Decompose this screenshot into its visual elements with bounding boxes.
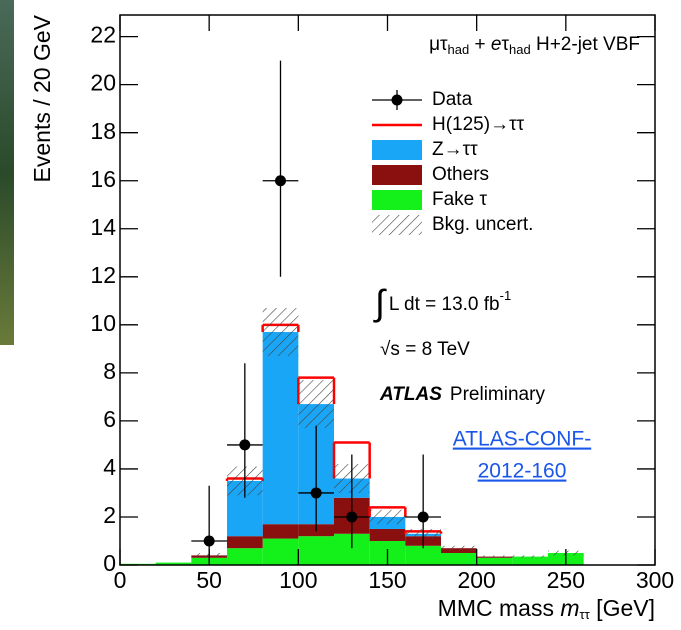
data-point [203, 535, 215, 547]
y-axis-label: Events / 20 GeV [29, 14, 55, 182]
histogram-bar [405, 545, 441, 565]
y-tick-label: 4 [103, 454, 116, 480]
data-point [417, 511, 429, 523]
luminosity: ∫ L dt = 13.0 fb-1 [373, 282, 511, 323]
legend-label: Others [432, 164, 489, 185]
data-point [275, 175, 286, 187]
histogram-bar [227, 536, 263, 549]
y-tick-label: 16 [90, 166, 116, 192]
x-tick-label: 200 [457, 567, 495, 593]
y-tick-label: 14 [90, 214, 116, 240]
x-tick-label: 250 [547, 567, 585, 593]
x-tick-label: 50 [196, 567, 222, 593]
data-point [346, 511, 358, 523]
legend-key [372, 140, 422, 160]
y-tick-label: 20 [90, 70, 116, 96]
x-axis-label: MMC mass mττ [GeV] [438, 595, 655, 622]
background-photo [0, 0, 14, 345]
x-tick-label: 300 [636, 567, 674, 593]
energy: √s = 8 TeV [380, 339, 470, 360]
conf-link[interactable]: ATLAS-CONF- [453, 428, 591, 451]
uncertainty-band [369, 509, 406, 525]
histogram-bar [298, 536, 334, 565]
uncertainty-band [476, 555, 513, 558]
uncertainty-band [512, 555, 548, 558]
legend-key [372, 215, 422, 235]
x-tick-label: 100 [279, 567, 317, 593]
data-point [239, 439, 251, 451]
plot-frame [119, 14, 656, 566]
legend-label: Bkg. uncert. [432, 214, 533, 235]
histogram-bar [155, 562, 192, 565]
y-tick-label: 12 [90, 262, 116, 288]
y-tick-label: 8 [103, 358, 116, 384]
histogram-bar [512, 556, 548, 565]
uncertainty-band [262, 308, 299, 357]
y-tick-label: 2 [103, 502, 116, 528]
conf-link[interactable]: 2012-160 [478, 460, 567, 483]
histogram-bar [369, 528, 406, 541]
data-point [310, 487, 322, 499]
legend-key [372, 165, 422, 185]
legend-label: H(125)→ττ [432, 114, 525, 135]
y-tick-label: 0 [103, 550, 116, 576]
y-tick-label: 10 [90, 310, 116, 336]
histogram-bar [262, 524, 299, 539]
annotation: μτhad + eτhad H+2-jet VBF [429, 34, 640, 57]
histogram-bar [227, 548, 263, 565]
histogram-bar [476, 557, 513, 565]
histogram-bar [262, 332, 299, 525]
legend-label: Fake τ [432, 189, 488, 210]
uncertainty-band [298, 380, 334, 429]
legend-key [391, 94, 403, 106]
histogram-bar [441, 552, 477, 565]
x-tick-label: 150 [368, 567, 406, 593]
legend-key [372, 190, 422, 210]
legend-label: Z→ττ [432, 139, 478, 160]
y-tick-label: 18 [90, 118, 116, 144]
y-tick-label: 22 [90, 22, 116, 48]
histogram-bar [262, 538, 299, 565]
experiment: ATLAS Preliminary [379, 384, 545, 405]
uncertainty-band [441, 545, 477, 551]
y-tick-label: 6 [103, 406, 116, 432]
x-tick-label: 0 [114, 567, 127, 593]
legend-label: Data [432, 89, 473, 110]
